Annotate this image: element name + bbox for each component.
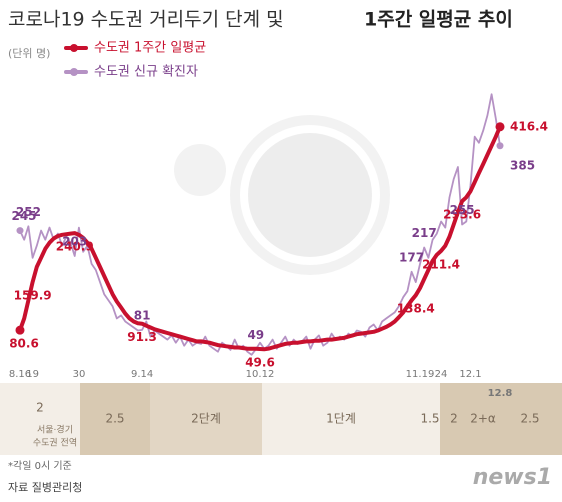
stage-segment (80, 383, 150, 455)
value-label: 416.4 (510, 119, 548, 133)
stage-label: 1.5 (420, 412, 439, 426)
x-tick-label: 24 (435, 369, 448, 380)
stage-label: 2.5 (105, 412, 124, 426)
value-label: 80.6 (9, 337, 39, 351)
value-label: 245 (11, 209, 36, 223)
stage-note: 서울·경기 (37, 424, 73, 436)
x-tick-label: 30 (73, 369, 86, 380)
stage-label: 1단계 (326, 412, 356, 426)
stage-note: 수도권 전역 (33, 437, 77, 449)
value-label: 217 (412, 226, 437, 240)
value-label: 49 (247, 328, 264, 342)
stage-label: 2+α (470, 412, 496, 426)
series-line (19, 93, 501, 356)
virus-decoration (174, 115, 390, 275)
stage-label: 2 (36, 401, 44, 415)
x-tick-label: 8.16 (9, 369, 31, 380)
stage-label: 2단계 (191, 412, 221, 426)
value-label: 91.3 (127, 330, 157, 344)
value-label: 177 (399, 250, 424, 264)
unit: (단위 명) (8, 47, 50, 60)
x-tick-label: 11.19 (406, 369, 435, 380)
value-label: 240.9 (56, 240, 94, 254)
series-line (18, 124, 502, 352)
source: 자료 질병관리청 (8, 481, 82, 494)
x-tick-label: 9.14 (131, 369, 153, 380)
stage-label: 2.5 (520, 412, 539, 426)
end-dot (496, 142, 504, 150)
value-label: 138.4 (397, 302, 435, 316)
value-label: 385 (510, 158, 535, 172)
value-label: 203 (62, 235, 87, 249)
stage-label: 2 (450, 412, 458, 426)
value-label: 252 (16, 205, 41, 219)
footnote: *각일 0시 기준 (8, 460, 72, 472)
legend-label: 수도권 신규 확진자 (94, 65, 198, 80)
end-dot (495, 122, 505, 132)
logo: news1 (473, 465, 552, 490)
title-bold: 1주간 일평균 추이 (364, 9, 513, 31)
x-tick-label: 19 (26, 369, 39, 380)
value-label: 49.6 (245, 355, 275, 369)
stage-segment (498, 383, 562, 455)
stage-segment (150, 383, 262, 455)
legend-dot (70, 44, 78, 52)
x-tick-label: 10.12 (246, 369, 275, 380)
x-tick-label: 12.8 (488, 388, 513, 399)
end-dot (16, 227, 24, 235)
value-label: 159.9 (14, 289, 52, 303)
stage-segment (468, 383, 498, 455)
legend-dot (70, 68, 78, 76)
value-label: 81 (134, 308, 151, 322)
title-light: 코로나19 수도권 거리두기 단계 및 (8, 9, 284, 31)
end-dot (15, 325, 25, 335)
value-label: 255 (450, 203, 475, 217)
stage-segment (440, 383, 468, 455)
value-label: 293.6 (443, 208, 481, 222)
x-tick-label: 12.1 (459, 369, 481, 380)
legend-label: 수도권 1주간 일평균 (94, 41, 206, 56)
value-label: 211.4 (422, 257, 460, 271)
